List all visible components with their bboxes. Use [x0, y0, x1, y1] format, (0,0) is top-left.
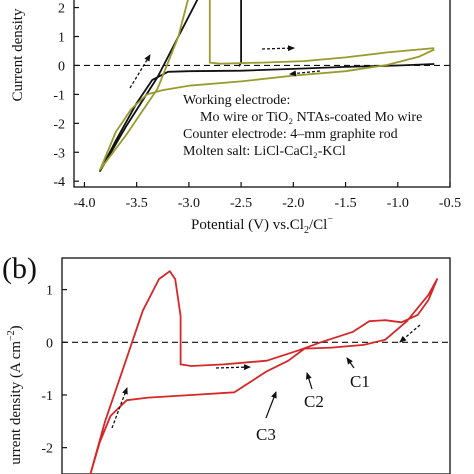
panel-b-label: (b) [2, 252, 37, 285]
panel-a-ticks: -4 -3 -2 -1 0 1 2 -4.0 -3.5 -3.0 -2.5 -2.0 -1.5 -1.0 -… [53, 2, 461, 211]
panel-a-annotation-box: Working electrode: Mo wire or TiO₂ NTAs-… [183, 93, 422, 159]
annotation-line-3: Counter electrode: 4–mm graphite rod [183, 127, 398, 142]
y-tick-label: -3 [53, 146, 65, 161]
y-tick-label: -2 [53, 117, 65, 132]
peak-arrow-c2 [305, 372, 313, 390]
annotation-line-1: Working electrode: [183, 93, 290, 108]
y-tick-label: -1 [53, 88, 65, 103]
x-tick-label: -1.0 [387, 196, 409, 211]
panel-a-xlabel: Potential (V) vs.Cl2/Cl− [191, 214, 333, 236]
panel-a-axes [73, 0, 451, 188]
y-tick-label: 0 [58, 59, 65, 74]
peak-label-c3: C3 [256, 425, 276, 444]
peak-label-c1: C1 [350, 372, 370, 391]
peak-label-c2: C2 [304, 392, 324, 411]
plot-frame-a [73, 0, 451, 188]
scan-arrow-right [261, 45, 295, 52]
panel-a-ylabel: Current density [10, 8, 26, 101]
peak-arrow-c1 [346, 357, 355, 369]
panel-b-axes [61, 257, 451, 474]
y-tick-label: -4 [53, 175, 65, 190]
x-tick-label: -3.5 [126, 196, 148, 211]
y-tick-label: 1 [58, 31, 65, 46]
panel-b-series [89, 270, 439, 474]
y-tick-label: 0 [46, 336, 53, 351]
x-tick-label: -2.5 [230, 196, 252, 211]
series-line-a-1 [99, 0, 435, 173]
scan-arrow-left-b [399, 324, 421, 343]
panel-b: (b) -2 -1 0 1 urrent density (A cm−2) C1 C2… [2, 252, 451, 474]
annotation-line-2: Mo wire or TiO₂ NTAs-coated Mo wire [200, 110, 422, 125]
annotation-line-4: Molten salt: LiCl-CaCl₂-KCl [183, 144, 346, 159]
x-tick-label: -0.5 [439, 196, 461, 211]
panel-b-ylabel: urrent density (A cm−2) [6, 325, 24, 464]
y-tick-label: 1 [46, 284, 53, 299]
scan-arrow-up-b [111, 387, 128, 429]
x-tick-label: -2.0 [282, 196, 304, 211]
scan-arrow-right-b [215, 364, 251, 371]
scan-arrow-left [289, 70, 321, 77]
series-line-b-1 [89, 270, 439, 474]
panel-a-series [99, 0, 435, 173]
y-tick-label: 2 [58, 2, 65, 17]
x-tick-label: -3.0 [178, 196, 200, 211]
series-line-a-2 [99, 0, 435, 171]
y-tick-label: -1 [41, 389, 53, 404]
x-tick-label: -1.5 [334, 196, 356, 211]
plot-frame-b [61, 257, 451, 474]
scan-arrow-up [129, 54, 151, 89]
panel-b-ticks: -2 -1 0 1 [41, 284, 67, 457]
y-tick-label: -2 [41, 442, 53, 457]
panel-a: -4 -3 -2 -1 0 1 2 -4.0 -3.5 -3.0 -2.5 -2.0 -1.5 -1.0 -… [10, 0, 461, 236]
x-tick-label: -4.0 [73, 196, 95, 211]
peak-arrow-c3 [265, 391, 277, 419]
